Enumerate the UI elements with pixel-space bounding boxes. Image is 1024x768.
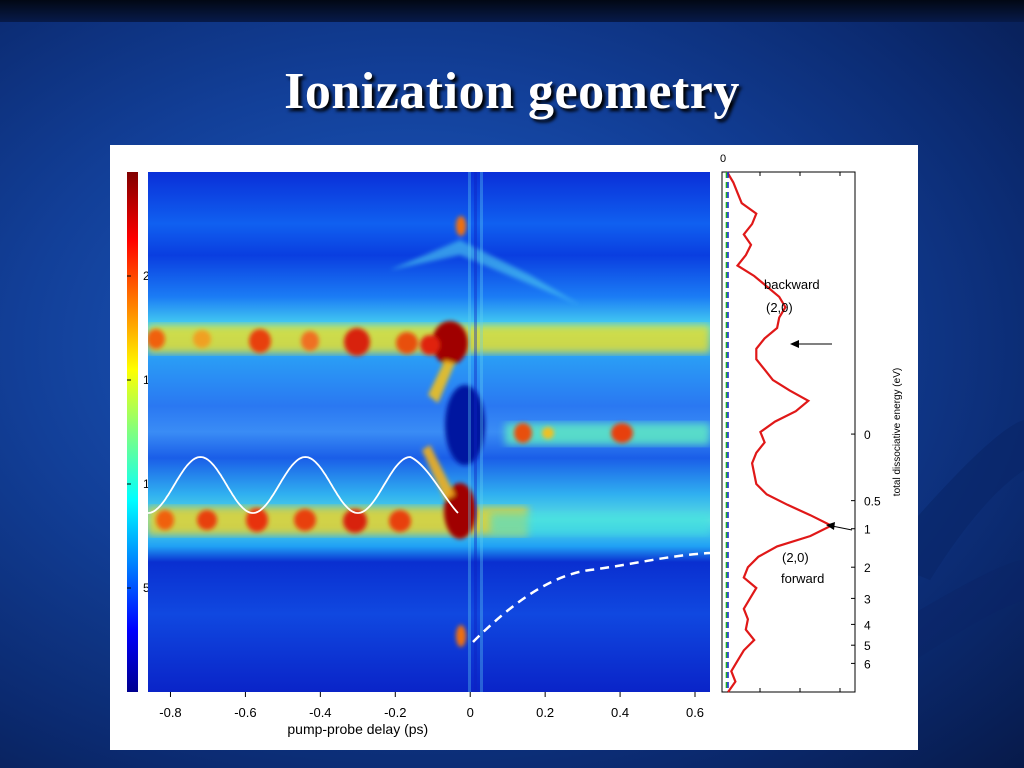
energy-tick-label: 4 (864, 618, 871, 632)
x-axis-ticks: -0.8 -0.6 -0.4 -0.2 0 0.2 0.4 0.6 (159, 692, 704, 720)
energy-tick-label: 1 (864, 523, 871, 537)
x-tick-label: -0.4 (309, 705, 331, 720)
annotation-forward-line1: (2,0) (782, 550, 809, 565)
annotation-backward-line2: (2,0) (766, 300, 793, 315)
slide-title: Ionization geometry (284, 63, 740, 120)
x-axis-label: pump-probe delay (ps) (287, 721, 428, 737)
heatmap-fringes (468, 172, 483, 692)
x-tick-label: -0.2 (384, 705, 406, 720)
spectrum-top-label: 0 (720, 153, 726, 165)
x-tick-label: 0 (467, 705, 474, 720)
figure-panel: 50100150200 (110, 145, 918, 750)
annotation-forward: (2,0) forward (781, 522, 853, 586)
energy-axis-ticks: 0 0.5 1 2 3 4 5 6 (851, 428, 881, 671)
energy-tick-label: 5 (864, 639, 871, 653)
heatmap-band-middle (505, 423, 710, 445)
annotation-forward-line2: forward (781, 571, 824, 586)
energy-tick-label: 0 (864, 428, 871, 442)
energy-tick-label: 6 (864, 657, 871, 671)
annotation-backward-line1: backward (764, 277, 820, 292)
spectrum-plot (725, 171, 841, 693)
top-band (0, 0, 1024, 22)
figure-svg: 50100150200 (127, 153, 903, 737)
energy-tick-label: 3 (864, 592, 871, 606)
x-tick-label: 0.2 (536, 705, 554, 720)
x-tick-label: 0.4 (611, 705, 629, 720)
heatmap (148, 172, 710, 692)
energy-axis-label: total dissociative energy (eV) (892, 368, 903, 496)
x-tick-label: -0.6 (234, 705, 256, 720)
annotation-forward-arrow (831, 525, 853, 531)
spectrum-axes-box (721, 171, 856, 693)
dissociation-path-curve (472, 551, 710, 643)
energy-tick-label: 0.5 (864, 495, 881, 509)
heatmap-hotspots (148, 216, 633, 647)
spectrum-series-line (726, 171, 834, 693)
colorbar (127, 172, 138, 692)
energy-tick-label: 2 (864, 561, 871, 575)
oscillation-curve (148, 456, 459, 514)
x-tick-label: -0.8 (159, 705, 181, 720)
annotation-backward: backward (2,0) (764, 277, 832, 348)
x-tick-label: 0.6 (686, 705, 704, 720)
